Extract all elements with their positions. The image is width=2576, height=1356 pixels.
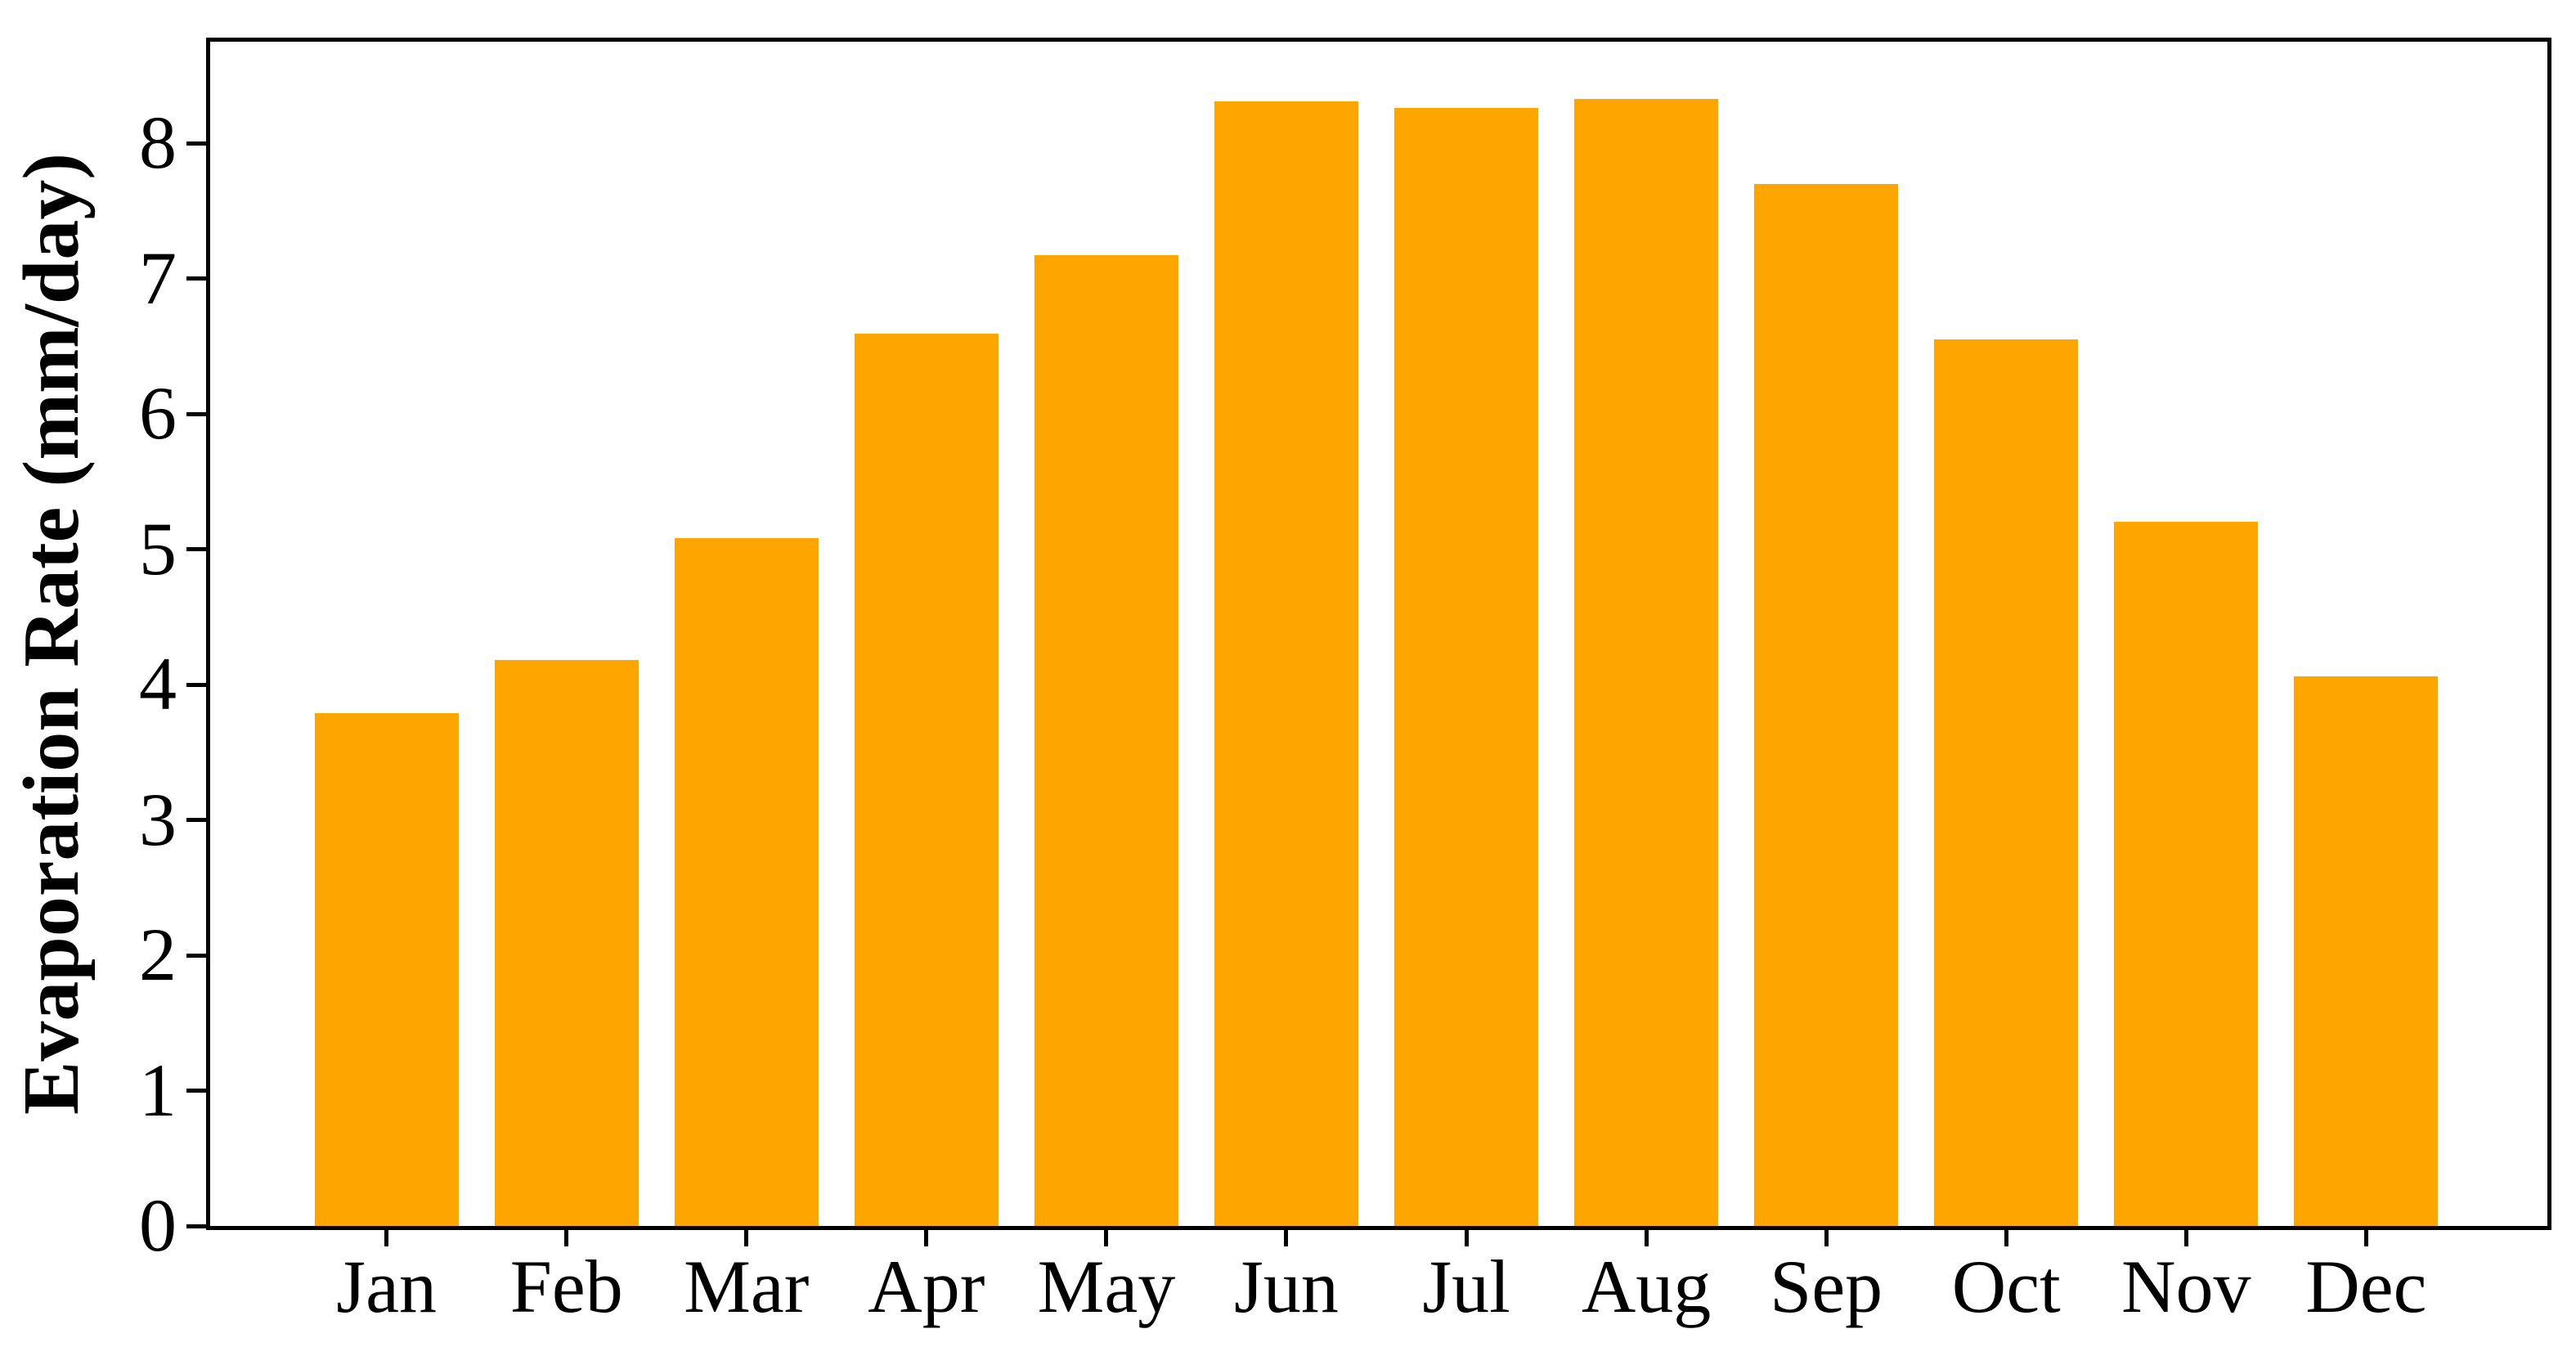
y-tick-mark [186, 1089, 206, 1093]
x-tick-label-aug: Aug [1581, 1245, 1712, 1328]
y-tick-mark [186, 276, 206, 281]
bar-mar [674, 538, 819, 1226]
x-tick-label-jun: Jun [1234, 1245, 1339, 1328]
bar-nov [2114, 522, 2259, 1226]
x-tick-mark [564, 1228, 569, 1246]
y-tick-mark [186, 547, 206, 552]
x-tick-label-jul: Jul [1422, 1245, 1510, 1328]
y-tick-mark [186, 682, 206, 687]
x-tick-mark [1284, 1228, 1289, 1246]
y-tick-label: 1 [139, 1048, 177, 1132]
bar-apr [854, 334, 999, 1226]
y-tick-mark [186, 953, 206, 958]
y-tick-label: 0 [139, 1183, 177, 1267]
x-tick-label-sep: Sep [1770, 1245, 1883, 1328]
bar-jan [314, 712, 459, 1226]
bar-dec [2294, 676, 2439, 1226]
bar-jul [1394, 108, 1538, 1226]
bar-jun [1214, 101, 1358, 1226]
y-tick-label: 3 [139, 777, 177, 861]
bar-sep [1754, 183, 1899, 1226]
y-tick-label: 4 [139, 642, 177, 726]
x-tick-mark [384, 1228, 389, 1246]
y-tick-mark [186, 818, 206, 823]
y-tick-mark [186, 411, 206, 416]
x-tick-label-oct: Oct [1951, 1245, 2061, 1328]
x-tick-label-nov: Nov [2121, 1245, 2251, 1328]
x-tick-mark [744, 1228, 749, 1246]
x-tick-mark [1644, 1228, 1649, 1246]
x-tick-mark [2183, 1228, 2188, 1246]
x-tick-mark [1104, 1228, 1109, 1246]
x-tick-label-jan: Jan [336, 1245, 437, 1328]
y-tick-mark [186, 1224, 206, 1228]
x-tick-label-dec: Dec [2305, 1245, 2427, 1328]
bar-may [1034, 255, 1178, 1226]
bar-oct [1934, 339, 2079, 1226]
y-tick-label: 5 [139, 506, 177, 590]
y-tick-label: 8 [139, 101, 177, 185]
x-tick-mark [2004, 1228, 2008, 1246]
x-tick-mark [1464, 1228, 1469, 1246]
y-tick-mark [186, 141, 206, 146]
x-tick-label-may: May [1037, 1245, 1176, 1328]
x-tick-label-mar: Mar [684, 1245, 810, 1328]
bar-feb [494, 660, 639, 1226]
y-tick-label: 2 [139, 913, 177, 997]
x-tick-label-apr: Apr [868, 1245, 985, 1328]
x-tick-mark [1824, 1228, 1829, 1246]
x-tick-mark [2363, 1228, 2368, 1246]
bar-aug [1574, 98, 1718, 1226]
y-tick-label: 6 [139, 371, 177, 456]
x-tick-mark [924, 1228, 929, 1246]
x-tick-label-feb: Feb [509, 1245, 623, 1328]
y-tick-label: 7 [139, 236, 177, 320]
